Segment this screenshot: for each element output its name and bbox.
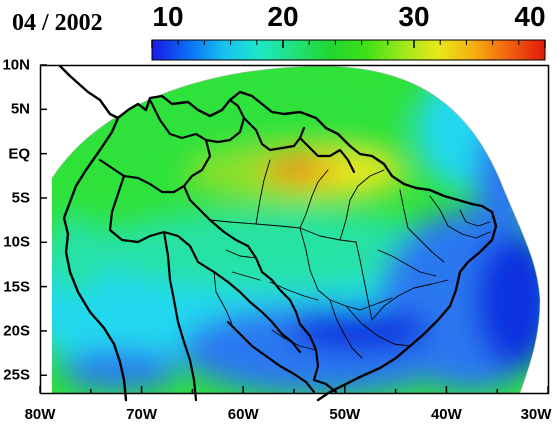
longitude-label: 30W bbox=[520, 406, 552, 423]
blob-northeast-cyan bbox=[415, 70, 525, 190]
blob-west-aqua bbox=[52, 215, 105, 295]
latitude-label: 5N bbox=[10, 100, 30, 118]
blob-center-red bbox=[275, 160, 315, 174]
brazil-state-lines bbox=[209, 159, 491, 359]
latitude-label: 10S bbox=[3, 233, 30, 251]
field-blobs bbox=[52, 70, 540, 393]
longitude-label: 40W bbox=[430, 406, 462, 423]
colorbar-tick-label: 10 bbox=[152, 1, 184, 32]
date-title: 04 / 2002 bbox=[12, 10, 103, 36]
colorbar-tick-label: 20 bbox=[267, 1, 299, 32]
concentration-field bbox=[52, 66, 540, 393]
longitude-label: 50W bbox=[329, 406, 361, 423]
country-borders bbox=[58, 64, 498, 402]
colorbar-gradient bbox=[151, 39, 546, 61]
argentina-bolivia-chile bbox=[162, 230, 198, 402]
argentina-paraguay bbox=[226, 320, 316, 394]
blob-southwest-blue bbox=[60, 350, 180, 390]
latitude-ticks bbox=[40, 64, 47, 377]
bolivia-brazil bbox=[208, 218, 302, 326]
longitude-label: 80W bbox=[24, 406, 56, 423]
central-america-coast bbox=[58, 64, 120, 120]
suriname-french-guiana bbox=[338, 148, 356, 174]
uruguay-brazil bbox=[312, 378, 338, 394]
blob-central-aqua bbox=[90, 210, 450, 290]
guyana-suriname bbox=[298, 136, 342, 158]
colombia-ecuador-peru bbox=[98, 158, 186, 194]
venezuela-guyana bbox=[242, 116, 306, 152]
data-domain-outline bbox=[51, 65, 541, 394]
longitude-label: 60W bbox=[227, 406, 259, 423]
blob-east-deepblue bbox=[475, 230, 540, 370]
latitude-label: EQ bbox=[8, 145, 30, 163]
colorbar-tick-label: 40 bbox=[514, 1, 546, 32]
south-america-north-coast bbox=[116, 90, 498, 402]
blob-northeast-blue bbox=[475, 120, 535, 240]
colombia-venezuela bbox=[148, 98, 246, 144]
blob-south-deepblue bbox=[290, 308, 430, 352]
plot-frame bbox=[39, 64, 550, 395]
bolivia-paraguay bbox=[248, 300, 302, 354]
latitude-label: 5S bbox=[11, 189, 30, 207]
colorbar-tick-label: 30 bbox=[398, 1, 430, 32]
latitude-label: 20S bbox=[3, 322, 30, 340]
colombia-brazil bbox=[182, 138, 212, 222]
latitude-label: 10N bbox=[2, 56, 30, 74]
west-coast bbox=[62, 116, 128, 402]
latitude-label: 15S bbox=[3, 278, 30, 296]
longitude-ticks bbox=[39, 386, 549, 393]
latitude-label: 25S bbox=[3, 366, 30, 384]
longitude-label: 70W bbox=[126, 406, 158, 423]
